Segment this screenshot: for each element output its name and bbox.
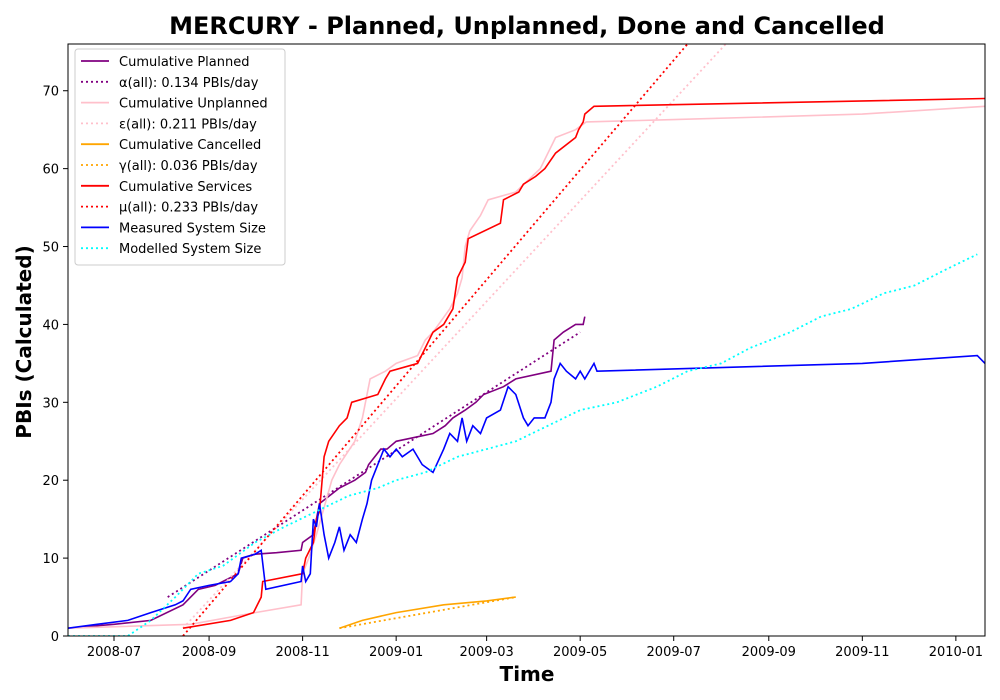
legend: Cumulative Planned α(all): 0.134 PBIs/day… <box>74 48 286 266</box>
y-tick-label: 20 <box>42 474 59 489</box>
axes: 2008-07 2008-09 2008-11 2009-01 2009-03 2009-… <box>42 85 983 660</box>
y-tick-label: 30 <box>42 396 59 411</box>
y-axis-label: PBIs (Calculated) <box>12 245 36 438</box>
x-tick-label: 2009-03 <box>459 645 513 660</box>
legend-entry: ε(all): 0.211 PBIs/day <box>119 117 257 132</box>
legend-entry: γ(all): 0.036 PBIs/day <box>119 159 258 174</box>
legend-entry: Cumulative Unplanned <box>119 97 268 112</box>
legend-entry: Cumulative Cancelled <box>119 138 261 153</box>
x-axis-label: Time <box>500 662 555 686</box>
series-cumulative-cancelled <box>339 596 516 629</box>
y-tick-label: 60 <box>42 163 59 178</box>
series-cumulative-unplanned <box>68 105 985 629</box>
x-tick-label: 2008-11 <box>275 645 329 660</box>
y-tick-label: 40 <box>42 318 59 333</box>
legend-entry: Cumulative Planned <box>119 55 249 70</box>
x-tick-label: 2009-07 <box>647 645 701 660</box>
series-all-0-134-pbis-day <box>167 331 581 598</box>
series-cumulative-planned <box>68 316 586 629</box>
x-tick-label: 2010-01 <box>929 645 983 660</box>
x-tick-label: 2009-01 <box>369 645 423 660</box>
legend-box <box>74 48 286 266</box>
legend-entry: Cumulative Services <box>119 180 252 195</box>
series-cumulative-services <box>182 97 985 629</box>
x-tick-label: 2009-11 <box>835 645 889 660</box>
y-tick-label: 0 <box>51 630 59 645</box>
plot-area <box>68 44 985 636</box>
legend-entry: Measured System Size <box>119 221 266 236</box>
chart-title: MERCURY - Planned, Unplanned, Done and C… <box>169 12 885 40</box>
x-tick-label: 2009-09 <box>742 645 796 660</box>
y-tick-label: 70 <box>42 85 59 100</box>
x-tick-label: 2009-05 <box>553 645 607 660</box>
legend-entry: Modelled System Size <box>119 242 261 257</box>
series-measured-system-size <box>68 354 985 629</box>
series-all-0-036-pbis-day <box>339 596 516 630</box>
legend-entry: α(all): 0.134 PBIs/day <box>119 76 259 91</box>
series-modelled-system-size <box>68 253 978 636</box>
x-tick-label: 2008-09 <box>182 645 236 660</box>
plot-frame <box>67 43 986 637</box>
legend-entry: μ(all): 0.233 PBIs/day <box>119 201 258 216</box>
x-tick-label: 2008-07 <box>87 645 141 660</box>
y-tick-label: 10 <box>42 552 59 567</box>
y-tick-label: 50 <box>42 241 59 256</box>
